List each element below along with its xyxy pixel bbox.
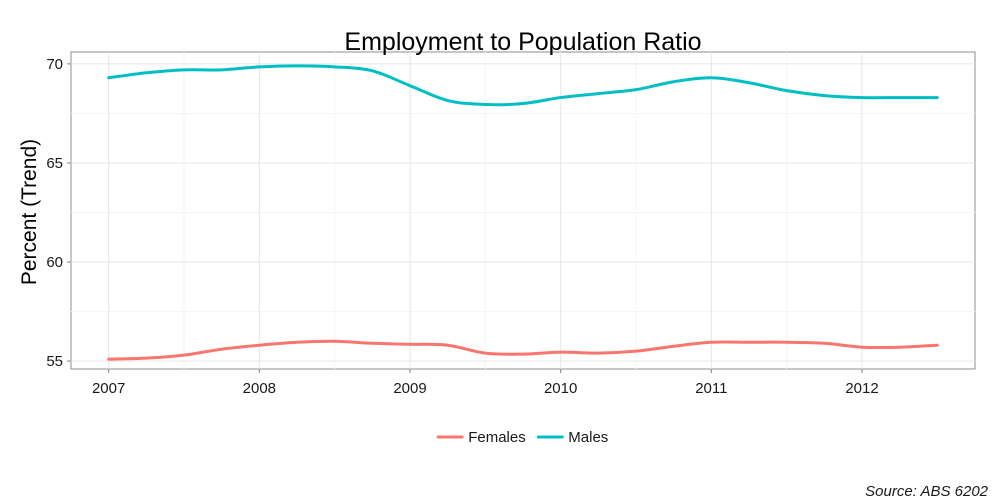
y-tick-label: 60 [46,254,63,271]
series-lines [107,64,939,361]
plot-panel [70,51,976,370]
x-tick-label: 2010 [544,380,577,397]
grid-lines [71,52,975,369]
series-line-males [107,64,939,107]
y-axis: 55 60 65 70 [46,56,71,370]
y-tick-label: 65 [46,155,63,172]
legend-label-females: Females [468,429,526,446]
x-tick-label: 2008 [243,380,276,397]
x-tick-label: 2012 [845,380,878,397]
x-tick-label: 2007 [92,380,125,397]
y-tick-label: 55 [46,353,63,370]
chart-title: Employment to Population Ratio [344,28,701,56]
y-tick-label: 70 [46,56,63,73]
y-axis-label: Percent (Trend) [18,139,41,285]
series-line-females [107,339,939,361]
x-axis: 2007 2008 2009 2010 2011 2012 [92,369,879,397]
legend-label-males: Males [568,429,608,446]
x-tick-label: 2009 [393,380,426,397]
x-tick-label: 2011 [695,380,727,397]
source-note: Source: ABS 6202 [865,483,989,500]
legend: Females Males [436,429,608,446]
